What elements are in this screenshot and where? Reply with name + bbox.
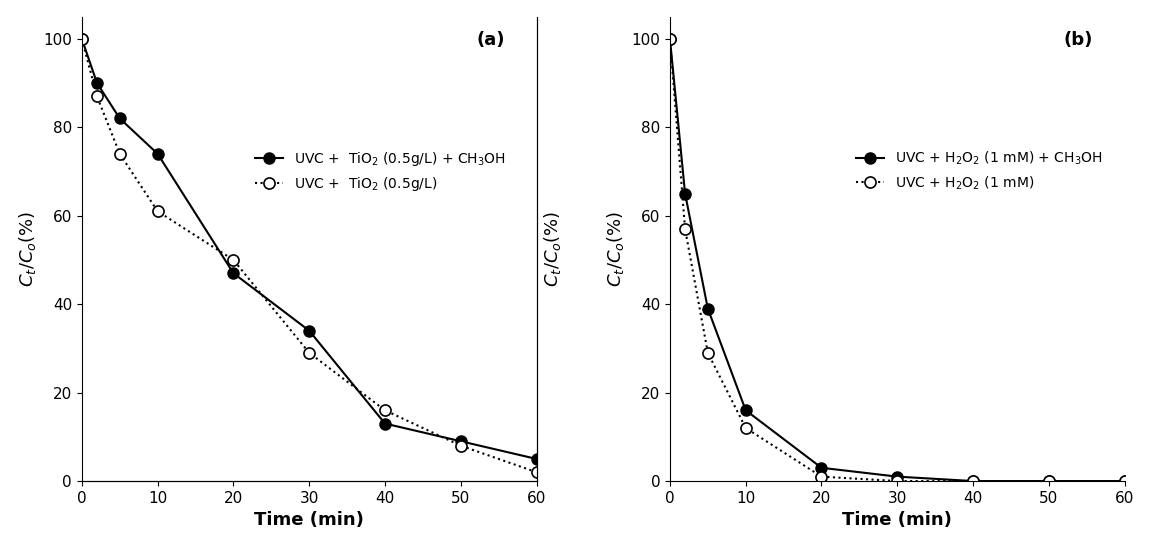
UVC + H$_2$O$_2$ (1 mM) + CH$_3$OH — [1118, 478, 1131, 484]
UVC + H$_2$O$_2$ (1 mM) — [678, 225, 692, 232]
UVC + H$_2$O$_2$ (1 mM) + CH$_3$OH — [891, 473, 905, 480]
Legend: UVC +  TiO$_2$ (0.5g/L) + CH$_3$OH, UVC +  TiO$_2$ (0.5g/L): UVC + TiO$_2$ (0.5g/L) + CH$_3$OH, UVC +… — [250, 144, 511, 198]
Text: (a): (a) — [477, 31, 505, 49]
Y-axis label: $C_t$/$C_o$(%): $C_t$/$C_o$(%) — [604, 211, 626, 287]
UVC +  TiO$_2$ (0.5g/L) — [378, 407, 391, 413]
Line: UVC +  TiO$_2$ (0.5g/L) + CH$_3$OH: UVC + TiO$_2$ (0.5g/L) + CH$_3$OH — [76, 33, 542, 465]
X-axis label: Time (min): Time (min) — [254, 512, 364, 529]
UVC + H$_2$O$_2$ (1 mM) — [701, 349, 715, 356]
UVC + H$_2$O$_2$ (1 mM) + CH$_3$OH — [678, 191, 692, 197]
UVC +  TiO$_2$ (0.5g/L) + CH$_3$OH — [378, 420, 391, 427]
UVC +  TiO$_2$ (0.5g/L) — [113, 151, 127, 157]
UVC + H$_2$O$_2$ (1 mM) + CH$_3$OH — [1042, 478, 1055, 484]
UVC +  TiO$_2$ (0.5g/L) + CH$_3$OH — [75, 35, 89, 42]
UVC +  TiO$_2$ (0.5g/L) — [90, 93, 104, 99]
UVC +  TiO$_2$ (0.5g/L) — [75, 35, 89, 42]
UVC + H$_2$O$_2$ (1 mM) — [966, 478, 980, 484]
Legend: UVC + H$_2$O$_2$ (1 mM) + CH$_3$OH, UVC + H$_2$O$_2$ (1 mM): UVC + H$_2$O$_2$ (1 mM) + CH$_3$OH, UVC … — [851, 144, 1108, 197]
UVC +  TiO$_2$ (0.5g/L) + CH$_3$OH — [90, 80, 104, 86]
UVC + H$_2$O$_2$ (1 mM) + CH$_3$OH — [739, 407, 753, 413]
UVC + H$_2$O$_2$ (1 mM) — [1118, 478, 1131, 484]
UVC +  TiO$_2$ (0.5g/L) + CH$_3$OH — [529, 456, 543, 462]
UVC +  TiO$_2$ (0.5g/L) + CH$_3$OH — [453, 438, 467, 444]
UVC +  TiO$_2$ (0.5g/L) + CH$_3$OH — [151, 151, 165, 157]
UVC + H$_2$O$_2$ (1 mM) — [815, 473, 829, 480]
UVC +  TiO$_2$ (0.5g/L) — [529, 469, 543, 476]
UVC +  TiO$_2$ (0.5g/L) — [303, 349, 317, 356]
UVC +  TiO$_2$ (0.5g/L) — [151, 208, 165, 215]
Line: UVC + H$_2$O$_2$ (1 mM) + CH$_3$OH: UVC + H$_2$O$_2$ (1 mM) + CH$_3$OH — [664, 33, 1130, 486]
Line: UVC + H$_2$O$_2$ (1 mM): UVC + H$_2$O$_2$ (1 mM) — [664, 33, 1130, 486]
UVC + H$_2$O$_2$ (1 mM) — [891, 478, 905, 484]
UVC + H$_2$O$_2$ (1 mM) + CH$_3$OH — [966, 478, 980, 484]
UVC + H$_2$O$_2$ (1 mM) + CH$_3$OH — [701, 305, 715, 312]
UVC + H$_2$O$_2$ (1 mM) + CH$_3$OH — [815, 465, 829, 471]
Y-axis label: $C_t$/$C_o$(%): $C_t$/$C_o$(%) — [16, 211, 38, 287]
UVC +  TiO$_2$ (0.5g/L) + CH$_3$OH — [303, 328, 317, 334]
Y-axis label: $C_t$/$C_o$(%): $C_t$/$C_o$(%) — [542, 211, 563, 287]
UVC + H$_2$O$_2$ (1 mM) — [1042, 478, 1055, 484]
UVC + H$_2$O$_2$ (1 mM) — [739, 425, 753, 431]
UVC +  TiO$_2$ (0.5g/L) — [227, 257, 241, 263]
UVC +  TiO$_2$ (0.5g/L) + CH$_3$OH — [113, 115, 127, 122]
UVC +  TiO$_2$ (0.5g/L) + CH$_3$OH — [227, 270, 241, 276]
X-axis label: Time (min): Time (min) — [843, 512, 952, 529]
Text: (b): (b) — [1064, 31, 1092, 49]
UVC + H$_2$O$_2$ (1 mM) — [663, 35, 677, 42]
UVC + H$_2$O$_2$ (1 mM) + CH$_3$OH — [663, 35, 677, 42]
UVC +  TiO$_2$ (0.5g/L) — [453, 442, 467, 449]
Line: UVC +  TiO$_2$ (0.5g/L): UVC + TiO$_2$ (0.5g/L) — [76, 33, 542, 478]
